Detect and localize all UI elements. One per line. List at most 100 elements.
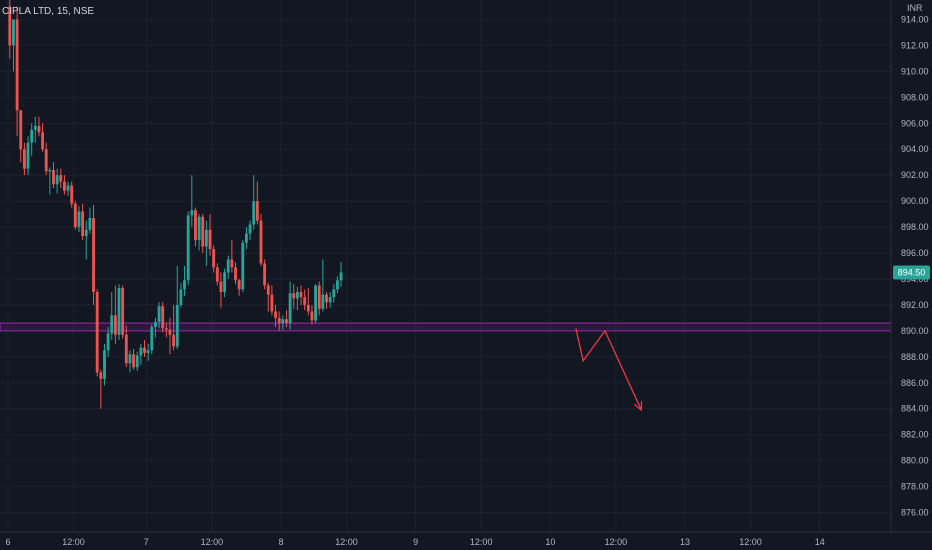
- candle-10[interactable]: [44, 142, 48, 176]
- candle-36[interactable]: [139, 343, 143, 365]
- candle-49[interactable]: [186, 211, 190, 286]
- candle-0[interactable]: [8, 0, 12, 59]
- candle-14[interactable]: [59, 168, 63, 189]
- candle-9[interactable]: [41, 123, 44, 152]
- candle-40[interactable]: [154, 317, 157, 338]
- candle-87[interactable]: [325, 291, 328, 309]
- candle-71[interactable]: [266, 282, 270, 312]
- candle-6[interactable]: [30, 123, 34, 156]
- candle-80[interactable]: [299, 285, 303, 305]
- candle-51[interactable]: [194, 207, 197, 247]
- candle-43[interactable]: [164, 323, 168, 338]
- candle-66[interactable]: [248, 220, 252, 241]
- candle-85[interactable]: [317, 281, 321, 316]
- candle-76[interactable]: [285, 310, 288, 327]
- candle-47[interactable]: [179, 282, 183, 308]
- candle-31[interactable]: [121, 285, 125, 339]
- candle-1[interactable]: [12, 19, 15, 72]
- candle-33[interactable]: [128, 350, 132, 373]
- candle-25[interactable]: [99, 369, 103, 409]
- candle-54[interactable]: [204, 220, 208, 266]
- candle-37[interactable]: [143, 339, 146, 357]
- candle-67[interactable]: [252, 175, 256, 230]
- candle-22[interactable]: [88, 207, 92, 234]
- candle-78[interactable]: [292, 284, 296, 309]
- candle-21[interactable]: [84, 220, 88, 260]
- candle-86[interactable]: [321, 259, 325, 312]
- candle-81[interactable]: [303, 289, 307, 311]
- candle-42[interactable]: [161, 302, 165, 333]
- candle-29[interactable]: [113, 285, 117, 344]
- candle-34[interactable]: [132, 349, 135, 370]
- candle-46[interactable]: [175, 266, 179, 350]
- projection-arrow[interactable]: [575, 328, 643, 412]
- candle-52[interactable]: [197, 214, 201, 251]
- candle-70[interactable]: [263, 259, 267, 290]
- candle-8[interactable]: [37, 116, 41, 137]
- support-zone-rect[interactable]: [0, 322, 892, 332]
- candle-69[interactable]: [259, 214, 263, 266]
- candle-89[interactable]: [332, 284, 336, 303]
- candle-28[interactable]: [110, 291, 114, 340]
- candle-38[interactable]: [146, 343, 150, 361]
- candle-59[interactable]: [223, 268, 226, 298]
- price-axis[interactable]: 876.00 878.00 880.00 882.00 884.00 886.00 888.…: [901, 14, 929, 517]
- candle-60[interactable]: [226, 255, 230, 279]
- candle-90[interactable]: [336, 276, 339, 294]
- candle-72[interactable]: [270, 285, 274, 316]
- support-zone[interactable]: [0, 322, 892, 332]
- candle-11[interactable]: [48, 167, 52, 195]
- projection-line[interactable]: [575, 328, 642, 411]
- candle-26[interactable]: [103, 343, 106, 386]
- candle-79[interactable]: [295, 286, 299, 311]
- candle-82[interactable]: [306, 288, 310, 316]
- candle-4[interactable]: [22, 142, 26, 176]
- candle-63[interactable]: [237, 278, 241, 296]
- candle-84[interactable]: [314, 284, 317, 324]
- candle-58[interactable]: [219, 272, 223, 308]
- candle-23[interactable]: [92, 205, 95, 305]
- candle-53[interactable]: [201, 214, 205, 254]
- candle-18[interactable]: [73, 201, 77, 230]
- candle-65[interactable]: [245, 227, 248, 250]
- candle-30[interactable]: [117, 284, 121, 340]
- candle-17[interactable]: [70, 181, 74, 208]
- candle-62[interactable]: [234, 262, 237, 285]
- candle-45[interactable]: [172, 304, 176, 351]
- candle-88[interactable]: [328, 291, 332, 308]
- candles[interactable]: [8, 0, 343, 409]
- candle-50[interactable]: [190, 175, 194, 228]
- candle-15[interactable]: [63, 175, 66, 195]
- candle-24[interactable]: [95, 289, 99, 377]
- candle-57[interactable]: [215, 263, 219, 286]
- candle-56[interactable]: [212, 245, 216, 273]
- candle-27[interactable]: [106, 326, 110, 357]
- candle-41[interactable]: [157, 302, 161, 329]
- candle-12[interactable]: [52, 162, 55, 189]
- candle-13[interactable]: [55, 168, 59, 194]
- candle-20[interactable]: [81, 203, 85, 241]
- candle-5[interactable]: [26, 136, 30, 176]
- candle-61[interactable]: [230, 240, 234, 273]
- candle-77[interactable]: [288, 281, 292, 330]
- candle-7[interactable]: [33, 116, 37, 143]
- candle-39[interactable]: [150, 324, 154, 355]
- candle-48[interactable]: [183, 266, 186, 296]
- candle-32[interactable]: [124, 325, 128, 368]
- candle-91[interactable]: [339, 262, 343, 287]
- candle-35[interactable]: [135, 351, 139, 372]
- candle-83[interactable]: [310, 304, 314, 325]
- candle-3[interactable]: [19, 110, 23, 163]
- candle-75[interactable]: [281, 315, 285, 330]
- candle-55[interactable]: [208, 214, 212, 256]
- candle-16[interactable]: [66, 181, 70, 196]
- candle-19[interactable]: [77, 206, 81, 233]
- candle-44[interactable]: [168, 317, 172, 355]
- candle-64[interactable]: [241, 240, 245, 292]
- projection-arrowhead[interactable]: [634, 401, 643, 412]
- time-axis[interactable]: 6 12:00 7 12:00 8 12:00 9 12:00 10 12:00 13 12:00 14: [5, 537, 824, 547]
- candle-74[interactable]: [277, 311, 281, 331]
- candle-73[interactable]: [274, 304, 277, 327]
